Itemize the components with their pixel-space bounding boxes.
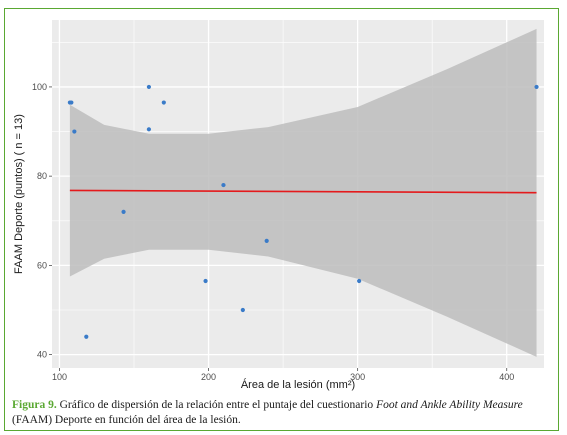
x-tick-label: 400 — [499, 372, 514, 382]
x-tick-label: 300 — [350, 372, 365, 382]
figure-label: Figura 9. — [12, 399, 57, 411]
figure-caption: Figura 9. Gráfico de dispersión de la re… — [12, 398, 552, 428]
y-tick-label: 80 — [37, 171, 47, 181]
data-point — [240, 307, 245, 313]
x-tick-label: 200 — [201, 372, 216, 382]
data-point — [146, 127, 152, 132]
regression-line — [69, 189, 537, 194]
data-point — [534, 84, 539, 90]
data-point — [221, 182, 226, 188]
data-point — [69, 100, 74, 105]
y-tick-label: 40 — [37, 350, 47, 360]
data-point — [357, 278, 362, 284]
caption-italic-text: Foot and Ankle Ability Measure — [376, 399, 523, 411]
data-point — [264, 238, 269, 243]
caption-text-after: (FAAM) Deporte en función del área de la… — [12, 414, 241, 426]
x-axis-label: Área de la lesión (mm²) — [241, 378, 355, 391]
scatter-chart: 100 200 300 400 40 60 80 100 Área de la lesión… — [13, 20, 544, 391]
y-axis-ticks: 40 60 80 100 — [32, 82, 52, 360]
data-point — [72, 129, 77, 134]
caption-text-before: Gráfico de dispersión de la relación ent… — [56, 399, 377, 411]
data-point — [121, 209, 126, 214]
confidence-band — [69, 28, 537, 357]
x-axis-ticks: 100 200 300 400 — [52, 368, 514, 382]
data-point — [146, 84, 152, 90]
data-points — [67, 84, 539, 339]
data-point — [203, 278, 208, 284]
data-point — [161, 100, 166, 105]
data-point — [84, 334, 89, 339]
y-tick-label: 60 — [37, 260, 47, 270]
y-tick-label: 100 — [32, 82, 47, 92]
x-tick-label: 100 — [52, 372, 67, 382]
y-axis-label: FAAM Deporte (puntos) ( n = 13) — [13, 114, 25, 274]
